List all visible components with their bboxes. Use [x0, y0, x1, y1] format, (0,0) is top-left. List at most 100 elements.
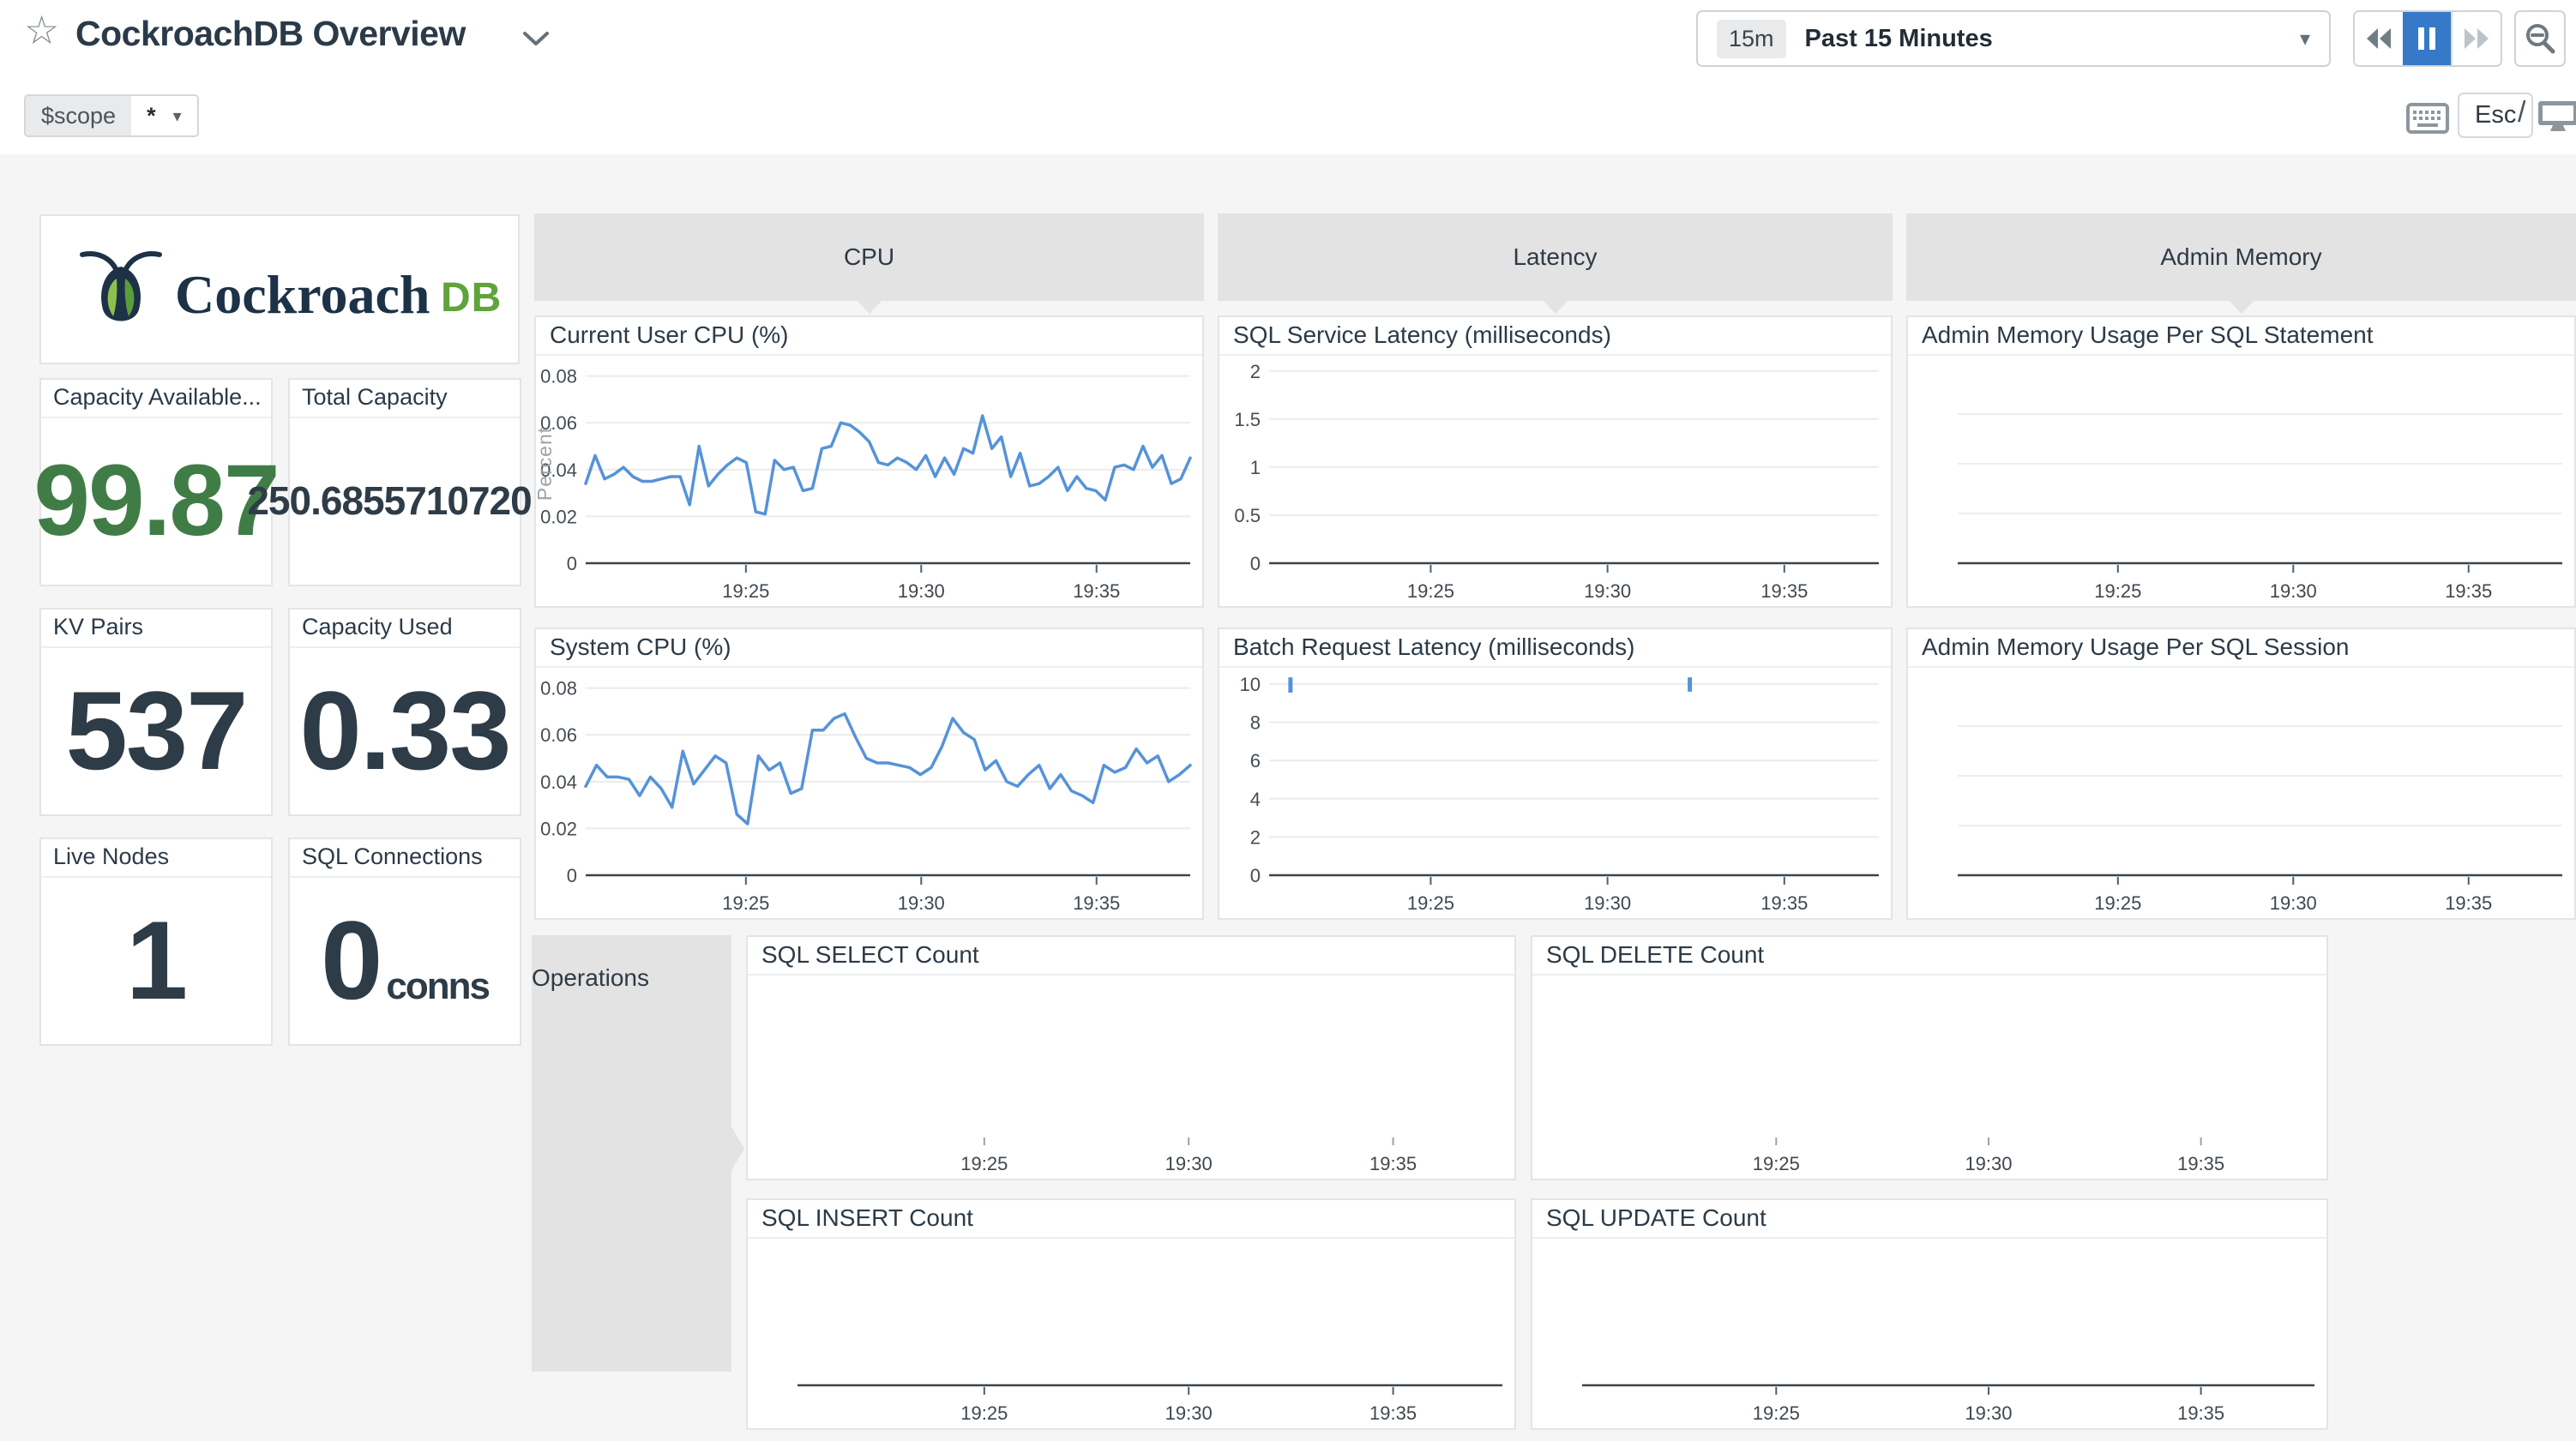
stat-live-nodes: Live Nodes 1 — [39, 838, 273, 1046]
svg-text:1.5: 1.5 — [1234, 409, 1261, 430]
stat-title: Total Capacity — [290, 380, 520, 418]
svg-text:19:25: 19:25 — [1407, 892, 1454, 914]
chart-sql-select-count: SQL SELECT Count 19:25 19:30 19:35 — [746, 935, 1516, 1180]
favorite-star-icon[interactable]: ☆ — [24, 8, 60, 52]
svg-text:19:30: 19:30 — [1584, 580, 1631, 602]
time-range-selector[interactable]: 15m Past 15 Minutes ▾ — [1696, 10, 2331, 67]
svg-text:19:30: 19:30 — [1965, 1153, 2012, 1174]
chart-title: SQL Service Latency (milliseconds) — [1219, 317, 1891, 356]
svg-text:19:30: 19:30 — [1165, 1153, 1213, 1174]
chart-title: Batch Request Latency (milliseconds) — [1219, 629, 1891, 668]
chart-title: Admin Memory Usage Per SQL Statement — [1908, 317, 2574, 356]
stat-capacity-used: Capacity Used 0.33 — [288, 608, 521, 816]
tv-mode-icon[interactable] — [2537, 99, 2576, 140]
svg-text:0.08: 0.08 — [540, 366, 577, 387]
svg-text:19:25: 19:25 — [1407, 580, 1454, 602]
pause-button[interactable] — [2403, 12, 2451, 65]
esc-key-button[interactable]: Esc — [2458, 93, 2534, 138]
svg-text:19:30: 19:30 — [2270, 580, 2317, 602]
rewind-button[interactable] — [2355, 12, 2403, 65]
stat-value: 99.87 — [33, 444, 280, 557]
scope-variable-name: $scope — [26, 96, 132, 135]
keyboard-shortcuts-icon[interactable] — [2406, 103, 2449, 138]
chart-plot: 0 0.02 0.04 0.06 0.08 19:25 19:30 19:35 — [536, 666, 1202, 918]
chart-batch-request-latency: Batch Request Latency (milliseconds) 0 2 4… — [1218, 627, 1893, 920]
group-header-admin-memory[interactable]: Admin Memory — [1906, 213, 2576, 314]
magnifier-minus-icon — [2526, 24, 2555, 54]
svg-text:19:35: 19:35 — [1073, 892, 1120, 914]
cockroachdb-logo: Cockroach DB — [80, 250, 502, 325]
svg-text:19:35: 19:35 — [1073, 580, 1120, 602]
chart-admin-memory-per-sql-session: Admin Memory Usage Per SQL Session 19:25… — [1906, 627, 2576, 920]
group-header-operations[interactable]: Operations — [532, 935, 744, 1372]
cockroachdb-logo-widget: Cockroach DB — [39, 214, 520, 364]
stat-value: 537 — [65, 668, 249, 793]
svg-text:0.02: 0.02 — [540, 506, 577, 527]
template-variable-scope[interactable]: $scope * ▾ — [24, 94, 199, 137]
group-header-cpu[interactable]: CPU — [534, 213, 1204, 314]
stat-value: 250.6855710720 — [247, 478, 532, 523]
svg-text:0.04: 0.04 — [540, 459, 577, 481]
chart-title: System CPU (%) — [536, 629, 1202, 668]
svg-text:19:35: 19:35 — [2445, 892, 2492, 914]
chart-plot: 19:25 19:30 19:35 — [748, 1237, 1514, 1428]
svg-text:0: 0 — [1250, 865, 1261, 886]
scope-value-dropdown[interactable]: * ▾ — [131, 96, 197, 135]
svg-text:19:35: 19:35 — [1369, 1153, 1417, 1174]
group-label: Latency — [1513, 243, 1598, 270]
stat-unit: conns — [386, 965, 491, 1007]
svg-text:19:30: 19:30 — [1584, 892, 1631, 914]
chart-title: Current User CPU (%) — [536, 317, 1202, 356]
svg-text:19:30: 19:30 — [1165, 1402, 1213, 1424]
logo-suffix: DB — [441, 275, 502, 321]
group-label: Operations — [532, 964, 649, 991]
svg-text:0.08: 0.08 — [540, 678, 577, 699]
svg-text:2: 2 — [1250, 826, 1261, 848]
time-range-label: Past 15 Minutes — [1804, 24, 1993, 52]
chart-title: SQL DELETE Count — [1532, 937, 2326, 976]
svg-text:Percent: Percent — [536, 427, 556, 501]
scope-variable-value: * — [147, 102, 156, 129]
svg-text:19:35: 19:35 — [1760, 892, 1808, 914]
svg-text:19:35: 19:35 — [2445, 580, 2492, 602]
chart-title: SQL INSERT Count — [748, 1200, 1514, 1239]
stat-title: KV Pairs — [41, 609, 271, 648]
svg-text:0.04: 0.04 — [540, 772, 577, 793]
stat-capacity-available: Capacity Available... 99.87 — [33, 378, 280, 586]
chart-current-user-cpu: Current User CPU (%) 0 0.02 0.04 0.06 0.08 19… — [533, 315, 1204, 608]
chart-sql-service-latency: SQL Service Latency (milliseconds) 0 0.5 1… — [1218, 315, 1893, 608]
svg-text:0.06: 0.06 — [540, 724, 577, 746]
svg-text:19:30: 19:30 — [898, 580, 945, 602]
chart-plot: 0 0.5 1 1.5 2 19:25 19:30 19:35 — [1219, 354, 1891, 606]
group-label: Admin Memory — [2160, 243, 2322, 270]
svg-text:19:35: 19:35 — [2177, 1402, 2224, 1424]
svg-text:19:30: 19:30 — [898, 892, 945, 914]
svg-text:19:30: 19:30 — [1965, 1402, 2012, 1424]
svg-text:19:25: 19:25 — [722, 892, 769, 914]
svg-text:10: 10 — [1240, 674, 1261, 695]
fast-forward-button[interactable] — [2451, 12, 2501, 65]
logo-wordmark: Cockroach — [175, 264, 430, 325]
chart-sql-insert-count: SQL INSERT Count 19:25 19:30 19:35 — [746, 1198, 1516, 1430]
chart-admin-memory-per-sql-statement: Admin Memory Usage Per SQL Statement 19:… — [1906, 315, 2576, 608]
stat-kv-pairs: KV Pairs 537 — [39, 608, 273, 816]
zoom-out-button[interactable] — [2514, 10, 2566, 67]
chart-plot: 19:25 19:30 19:35 — [1532, 974, 2326, 1179]
group-header-latency[interactable]: Latency — [1218, 213, 1893, 314]
group-notch — [856, 300, 882, 314]
chart-sql-update-count: SQL UPDATE Count 19:25 19:30 19:35 — [1531, 1198, 2328, 1430]
svg-text:6: 6 — [1250, 750, 1261, 772]
chart-title: Admin Memory Usage Per SQL Session — [1908, 629, 2574, 668]
svg-text:0.06: 0.06 — [540, 412, 577, 434]
chart-sql-delete-count: SQL DELETE Count 19:25 19:30 19:35 — [1531, 935, 2328, 1180]
svg-text:4: 4 — [1250, 789, 1261, 810]
stat-sql-connections: SQL Connections 0 conns — [288, 838, 521, 1046]
group-notch — [2228, 300, 2254, 314]
svg-text:0: 0 — [1250, 553, 1261, 574]
title-chevron-down-icon[interactable] — [521, 29, 551, 52]
chart-plot: 19:25 19:30 19:35 — [748, 974, 1514, 1179]
stat-value: 0 — [321, 898, 382, 1023]
stat-value: 0.33 — [299, 668, 511, 793]
svg-text:8: 8 — [1250, 712, 1261, 734]
